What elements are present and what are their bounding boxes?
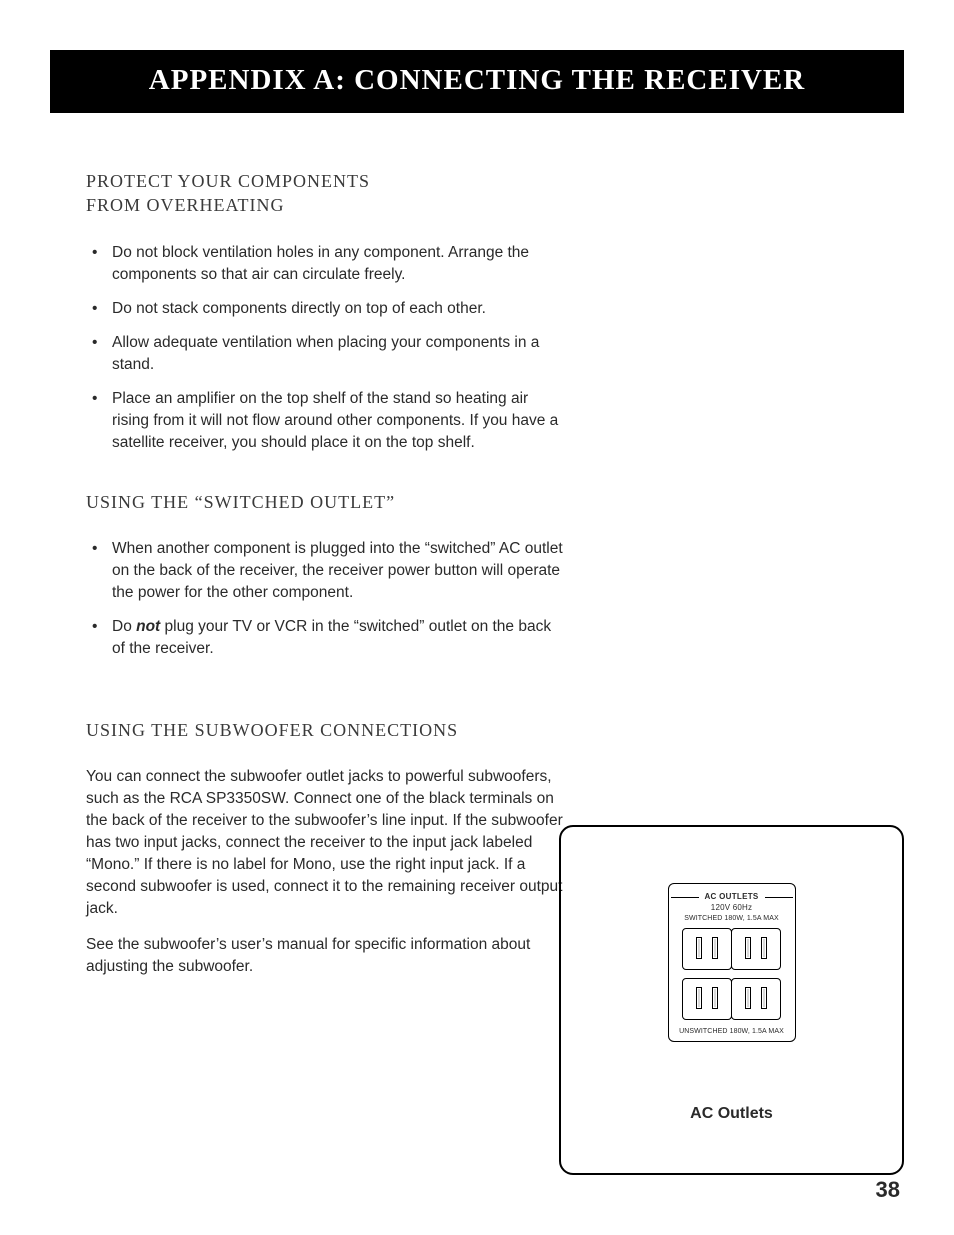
slot-icon <box>696 987 702 1009</box>
section-heading-protect: Protect Your Components from Overheating <box>86 169 566 218</box>
slot-icon <box>761 987 767 1009</box>
paragraph: You can connect the subwoofer outlet jac… <box>86 766 566 920</box>
page: Appendix A: Connecting the Receiver Prot… <box>0 0 954 1235</box>
list-item: Do not block ventilation holes in any co… <box>86 242 566 286</box>
page-title: Appendix A: Connecting the Receiver <box>149 64 805 96</box>
list-item: Do not stack components directly on top … <box>86 298 566 320</box>
paragraph: See the subwoofer’s user’s manual for sp… <box>86 934 566 978</box>
outlet-icon <box>682 978 732 1020</box>
bullet-list: Do not block ventilation holes in any co… <box>86 242 566 454</box>
ac-outlets-diagram: AC OUTLETS 120V 60Hz SWITCHED 180W, 1.5A… <box>559 825 904 1175</box>
title-bar: Appendix A: Connecting the Receiver <box>50 50 904 113</box>
slot-icon <box>712 937 718 959</box>
list-item: Place an amplifier on the top shelf of t… <box>86 388 566 454</box>
page-number: 38 <box>876 1177 900 1203</box>
ac-voltage: 120V 60Hz <box>673 903 791 912</box>
outlet-icon <box>731 928 781 970</box>
slot-icon <box>712 987 718 1009</box>
list-item: Allow adequate ventilation when placing … <box>86 332 566 376</box>
text-run: Do <box>112 618 136 635</box>
section-heading-switched: Using the “Switched Outlet” <box>86 490 566 514</box>
ac-caption: AC Outlets <box>561 1105 902 1123</box>
ac-outlets-box: AC OUTLETS 120V 60Hz SWITCHED 180W, 1.5A… <box>668 883 796 1042</box>
ac-switched-label: SWITCHED 180W, 1.5A MAX <box>673 915 791 922</box>
slot-icon <box>696 937 702 959</box>
emphasis-not: not <box>136 618 160 635</box>
section-heading-subwoofer: Using the Subwoofer Connections <box>86 718 566 742</box>
ac-unswitched-label: UNSWITCHED 180W, 1.5A MAX <box>673 1028 791 1035</box>
slot-icon <box>745 937 751 959</box>
ac-legend: AC OUTLETS <box>673 892 791 901</box>
heading-line: from Overheating <box>86 195 285 215</box>
list-item: Do not plug your TV or VCR in the “switc… <box>86 616 566 660</box>
outlet-icon <box>682 928 732 970</box>
heading-line: Protect Your Components <box>86 171 370 191</box>
slot-icon <box>745 987 751 1009</box>
outlet-pair-switched <box>673 928 791 970</box>
outlet-icon <box>731 978 781 1020</box>
text-run: plug your TV or VCR in the “switched” ou… <box>112 618 551 657</box>
bullet-list: When another component is plugged into t… <box>86 538 566 660</box>
outlet-pair-unswitched <box>673 978 791 1020</box>
slot-icon <box>761 937 767 959</box>
list-item: When another component is plugged into t… <box>86 538 566 604</box>
